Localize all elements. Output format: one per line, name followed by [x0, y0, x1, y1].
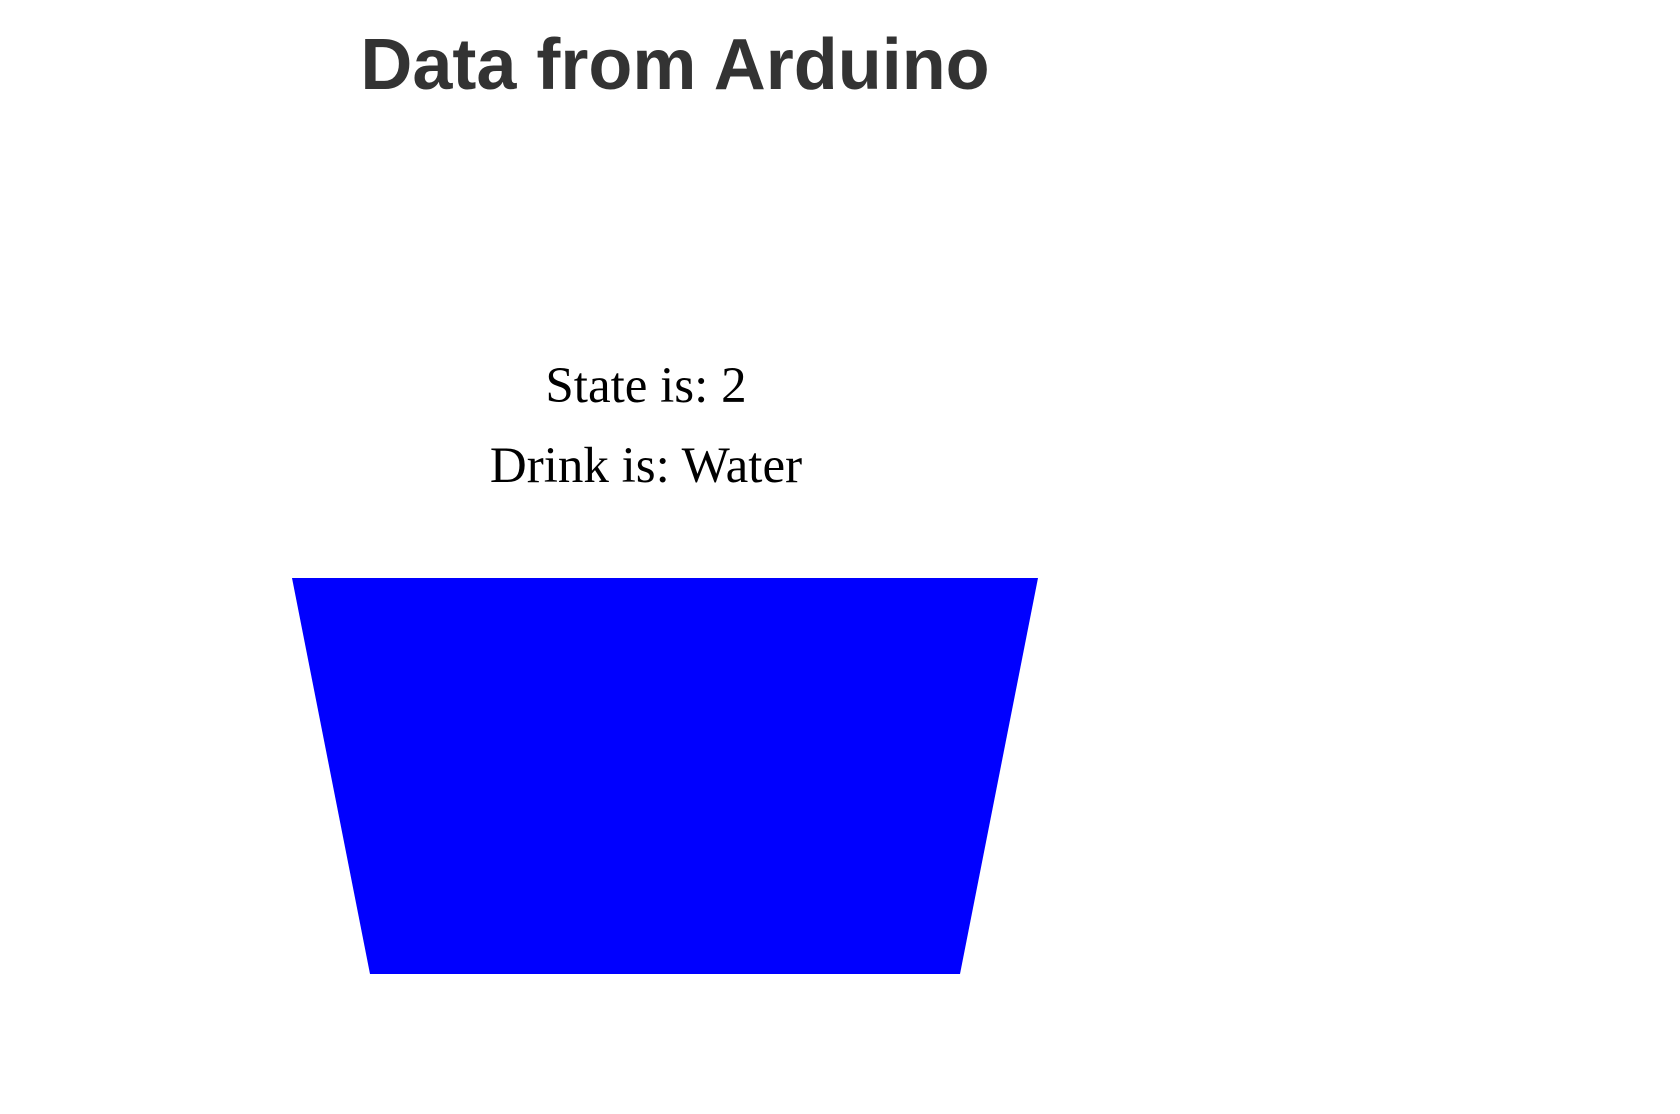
drink-readout: Drink is: Water [489, 438, 803, 494]
page-title: Data from Arduino [360, 25, 990, 105]
cup-shape [292, 578, 1038, 974]
state-readout: State is: 2 [545, 358, 747, 414]
